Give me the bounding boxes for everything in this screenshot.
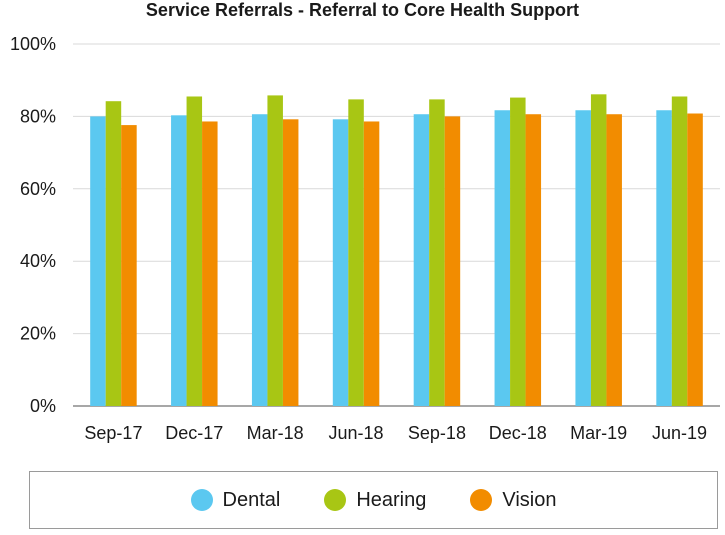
legend-swatch — [190, 489, 213, 511]
x-tick-label: Dec-18 — [489, 423, 547, 443]
bar-vision-sep-17 — [121, 125, 137, 406]
bar-dental-jun-19 — [656, 110, 672, 406]
bar-dental-sep-17 — [90, 116, 106, 407]
legend-item-hearing: Hearing — [324, 489, 426, 512]
bar-chart: 0% 20% 40% 60% 80% 100% Sep-17 Dec-17 Mar-18 Jun… — [10, 34, 720, 443]
x-tick-label: Sep-17 — [84, 423, 142, 443]
bar-hearing-sep-18 — [429, 99, 445, 407]
legend: Dental Hearing Vision — [29, 471, 718, 529]
bar-dental-sep-18 — [413, 114, 430, 406]
bar-hearing-sep-17 — [105, 101, 122, 407]
bar-hearing-dec-17 — [186, 96, 203, 407]
bar-dental-mar-18 — [251, 114, 268, 406]
y-tick-label: 20% — [20, 324, 56, 344]
chart-title: Service Referrals - Referral to Core Hea… — [145, 0, 580, 20]
legend-label: Dental — [222, 488, 281, 511]
legend-item-dental: Dental — [190, 488, 281, 512]
bar-hearing-mar-18 — [267, 95, 283, 407]
x-tick-label: Sep-18 — [408, 423, 466, 443]
x-tick-labels: Sep-17 Dec-17 Mar-18 Jun-18 Sep-18 Dec-18 Mar-… — [84, 423, 707, 443]
bar-hearing-mar-19 — [590, 94, 607, 407]
y-tick-label: 100% — [10, 34, 56, 54]
bars — [90, 94, 703, 407]
y-tick-labels: 0% 20% 40% 60% 80% 100% — [10, 34, 56, 416]
x-tick-label: Mar-19 — [570, 423, 627, 443]
bar-dental-dec-18 — [494, 110, 511, 406]
legend-swatch — [470, 489, 493, 511]
legend-item-vision: Vision — [470, 489, 556, 512]
x-tick-label: Jun-19 — [652, 423, 707, 443]
legend-label: Hearing — [356, 488, 427, 511]
legend-label: Vision — [502, 488, 557, 511]
bar-dental-dec-17 — [171, 115, 187, 407]
x-tick-label: Mar-18 — [247, 423, 304, 443]
bar-vision-jun-19 — [687, 113, 703, 406]
bar-vision-dec-18 — [525, 114, 542, 406]
bar-hearing-dec-18 — [510, 97, 526, 407]
y-tick-label: 40% — [20, 251, 56, 271]
bar-dental-mar-19 — [575, 110, 591, 406]
bar-vision-dec-17 — [202, 121, 218, 406]
y-tick-label: 60% — [20, 179, 56, 199]
bar-vision-sep-18 — [444, 116, 461, 407]
legend-swatch — [324, 489, 347, 511]
x-tick-label: Dec-17 — [165, 423, 223, 443]
bar-vision-jun-18 — [363, 121, 380, 406]
bar-hearing-jun-19 — [671, 96, 688, 407]
y-tick-label: 0% — [30, 396, 56, 416]
bar-vision-mar-18 — [282, 119, 299, 407]
x-tick-label: Jun-18 — [329, 423, 384, 443]
bar-vision-mar-19 — [606, 114, 622, 406]
grid-lines — [73, 43, 720, 407]
bar-dental-jun-18 — [332, 119, 349, 407]
bar-hearing-jun-18 — [348, 99, 364, 407]
y-tick-label: 80% — [20, 106, 56, 126]
